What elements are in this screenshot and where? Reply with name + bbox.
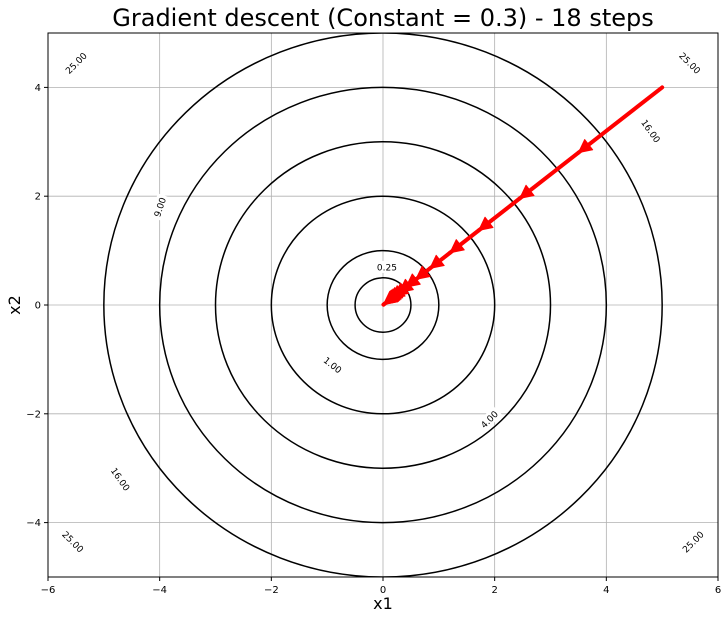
x-tick-label: 6 [715, 585, 721, 596]
contour-label-bg [476, 406, 503, 433]
contour-label-bg [58, 526, 88, 557]
y-tick-label: 2 [35, 192, 41, 203]
contour-label: 1.00 [319, 352, 347, 378]
contour-line-25.00 [103, 33, 663, 577]
y-axis-label: x2 [5, 295, 24, 315]
contour-label-text: 0.25 [377, 263, 397, 273]
contour-label: 25.00 [61, 48, 91, 78]
descent-step-arrowhead [405, 273, 421, 288]
descent-step-arrowhead [519, 184, 535, 199]
y-tick-label: 4 [35, 83, 41, 94]
contour-label: 16.00 [107, 463, 135, 495]
contour-label: 9.00 [150, 193, 170, 221]
x-tick-label: −2 [264, 585, 279, 596]
descent-step-arrowhead [382, 291, 399, 306]
descent-step-segment [576, 85, 665, 155]
y-tick-label: 0 [35, 301, 41, 312]
chart-title: Gradient descent (Constant = 0.3) - 18 s… [112, 4, 653, 32]
contour-line-4.00 [270, 195, 496, 415]
descent-step-arrowhead [429, 254, 445, 269]
contour-label-text: 9.00 [153, 196, 169, 218]
y-tick-label: −4 [26, 518, 41, 529]
x-tick-label: −4 [152, 585, 167, 596]
contour-label: 25.00 [678, 526, 708, 557]
y-tick-label: −2 [26, 409, 41, 420]
descent-step-arrowhead [478, 216, 494, 231]
x-axis-label: x1 [373, 594, 393, 613]
contour-label: 25.00 [675, 48, 705, 78]
contour-line-9.00 [214, 141, 552, 469]
x-tick-label: 2 [491, 585, 497, 596]
axis-ticks: −6 −4 −2 0 2 4 6 −4 −2 0 2 4 [26, 83, 721, 596]
contour-label: 16.00 [637, 115, 665, 147]
contour-label: 0.25 [374, 260, 400, 273]
contour-label-bg [61, 48, 91, 78]
contour-label-bg [637, 115, 665, 147]
descent-step-arrowhead [415, 265, 431, 280]
contour-line-1.00 [326, 249, 440, 361]
descent-path [381, 85, 665, 307]
contour-label-bg [374, 260, 400, 273]
contour-label-bg [150, 193, 170, 221]
contour-label-bg [107, 463, 135, 495]
descent-step-arrowhead [577, 139, 594, 154]
contour-label: 4.00 [476, 406, 503, 433]
descent-step-arrowhead [449, 239, 465, 254]
contour-label-bg [319, 352, 347, 378]
contour-lines [103, 33, 663, 577]
x-tick-label: 4 [603, 585, 609, 596]
x-tick-label: 0 [380, 585, 386, 596]
contour-label-bg [678, 526, 708, 557]
contour-line-0.25 [354, 277, 412, 333]
contour-line-16.00 [158, 86, 608, 524]
x-tick-label: −6 [41, 585, 56, 596]
contour-label-bg [675, 48, 705, 78]
contour-label: 25.00 [58, 526, 88, 557]
